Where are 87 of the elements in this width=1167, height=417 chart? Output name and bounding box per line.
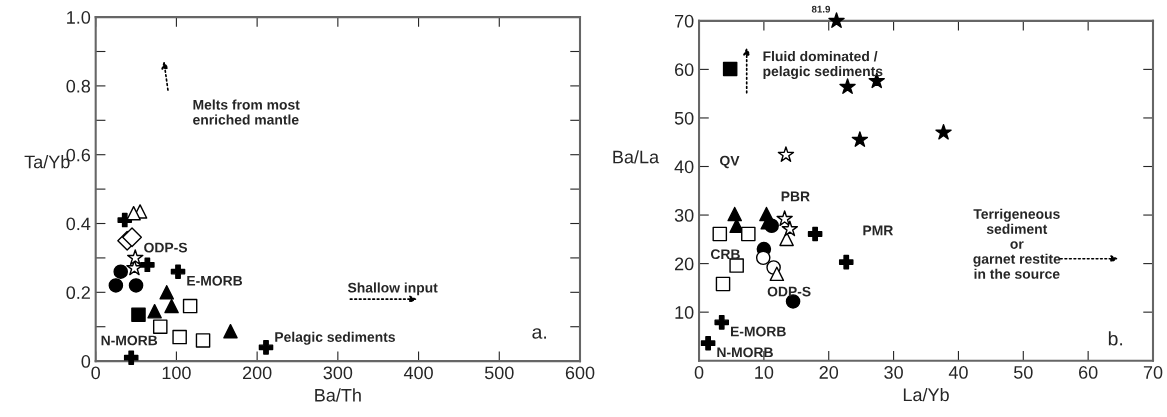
point bbox=[839, 78, 856, 94]
point bbox=[838, 254, 854, 270]
x-tick-label: 400 bbox=[403, 366, 433, 380]
point bbox=[223, 323, 238, 339]
annotation: a. bbox=[532, 328, 547, 339]
x-tick-label: 600 bbox=[565, 366, 595, 380]
point bbox=[764, 218, 779, 234]
point bbox=[722, 61, 738, 77]
y-tick-label: 60 bbox=[675, 63, 694, 77]
x-tick-label: 100 bbox=[162, 366, 191, 380]
point bbox=[769, 266, 785, 282]
point bbox=[170, 264, 186, 279]
point bbox=[700, 335, 716, 351]
x-tick-label: 500 bbox=[484, 366, 514, 380]
y-tick-label: 10 bbox=[675, 306, 694, 319]
point bbox=[828, 12, 845, 28]
annotation: PMR bbox=[863, 225, 894, 236]
x-tick-label: 300 bbox=[323, 366, 353, 380]
y-tick-label: 30 bbox=[674, 208, 694, 222]
x-tick-label: 0 bbox=[694, 366, 704, 379]
x-axis-title: Ba/Th bbox=[315, 388, 361, 402]
annotation: Fluid dominated / pelagic sediments bbox=[763, 51, 883, 80]
y-tick-label: 20 bbox=[675, 257, 694, 271]
point bbox=[123, 350, 139, 365]
x-tick-label: 70 bbox=[1143, 366, 1163, 379]
annotation: QV bbox=[720, 155, 740, 169]
point bbox=[741, 226, 756, 242]
point bbox=[152, 319, 168, 335]
annotation: Terrigeneous sediment or garnet restite in the source bbox=[973, 208, 1061, 279]
point bbox=[715, 276, 731, 292]
annotation: PBR bbox=[781, 191, 810, 202]
annotation: Pelagic sediments bbox=[275, 331, 395, 345]
point bbox=[126, 205, 141, 221]
annotation: ODP-S bbox=[144, 242, 188, 253]
point bbox=[195, 333, 211, 348]
point bbox=[147, 303, 162, 319]
y-tick-label: 0.8 bbox=[66, 79, 91, 93]
point bbox=[258, 340, 274, 355]
x-tick-label: 50 bbox=[1013, 366, 1033, 379]
annotation: ODP-S bbox=[767, 286, 811, 297]
y-tick-label: 70 bbox=[675, 14, 694, 28]
annotation: b. bbox=[1108, 331, 1123, 346]
point bbox=[140, 257, 155, 273]
point bbox=[182, 298, 198, 314]
y-tick-label: 0 bbox=[81, 355, 91, 368]
point bbox=[935, 123, 952, 140]
point bbox=[851, 131, 869, 147]
y-tick-label: 50 bbox=[674, 111, 694, 125]
annotation: N-MORB bbox=[717, 347, 773, 358]
point bbox=[714, 315, 730, 330]
point bbox=[127, 249, 144, 266]
point bbox=[755, 250, 771, 266]
point bbox=[122, 227, 143, 248]
x-tick-label: 200 bbox=[242, 366, 272, 380]
x-tick-label: 40 bbox=[948, 366, 968, 379]
x-tick-label: 30 bbox=[884, 366, 903, 379]
point bbox=[712, 226, 728, 242]
point bbox=[113, 264, 128, 279]
y-tick-label: 1.0 bbox=[67, 11, 91, 24]
point bbox=[164, 298, 179, 314]
x-tick-label: 20 bbox=[819, 366, 839, 379]
point bbox=[128, 278, 144, 293]
annotation: Shallow input bbox=[347, 282, 438, 296]
point bbox=[729, 258, 744, 273]
y-axis-title: Ba/La bbox=[613, 150, 660, 164]
annotation: E-MORB bbox=[187, 275, 243, 286]
point bbox=[131, 307, 146, 322]
point bbox=[781, 220, 799, 237]
annotation: CRB bbox=[710, 249, 740, 260]
point bbox=[777, 146, 795, 162]
x-axis-title: La/Yb bbox=[903, 387, 949, 402]
annotation: Melts from most enriched mantle bbox=[193, 99, 300, 125]
x-tick-label: 10 bbox=[755, 366, 774, 379]
point bbox=[108, 278, 124, 293]
x-tick-label: 60 bbox=[1079, 366, 1098, 379]
annotation: E-MORB bbox=[730, 326, 786, 337]
point bbox=[727, 206, 742, 222]
x-tick-label: 0 bbox=[91, 366, 101, 380]
annotation: 81.9 bbox=[811, 5, 831, 13]
annotation: N-MORB bbox=[101, 335, 158, 346]
point bbox=[807, 226, 823, 242]
y-tick-label: 40 bbox=[674, 160, 694, 174]
point bbox=[172, 329, 187, 345]
y-tick-label: 0.2 bbox=[66, 286, 90, 300]
point bbox=[159, 285, 175, 300]
y-tick-label: 0.4 bbox=[66, 217, 91, 231]
point bbox=[776, 210, 793, 227]
